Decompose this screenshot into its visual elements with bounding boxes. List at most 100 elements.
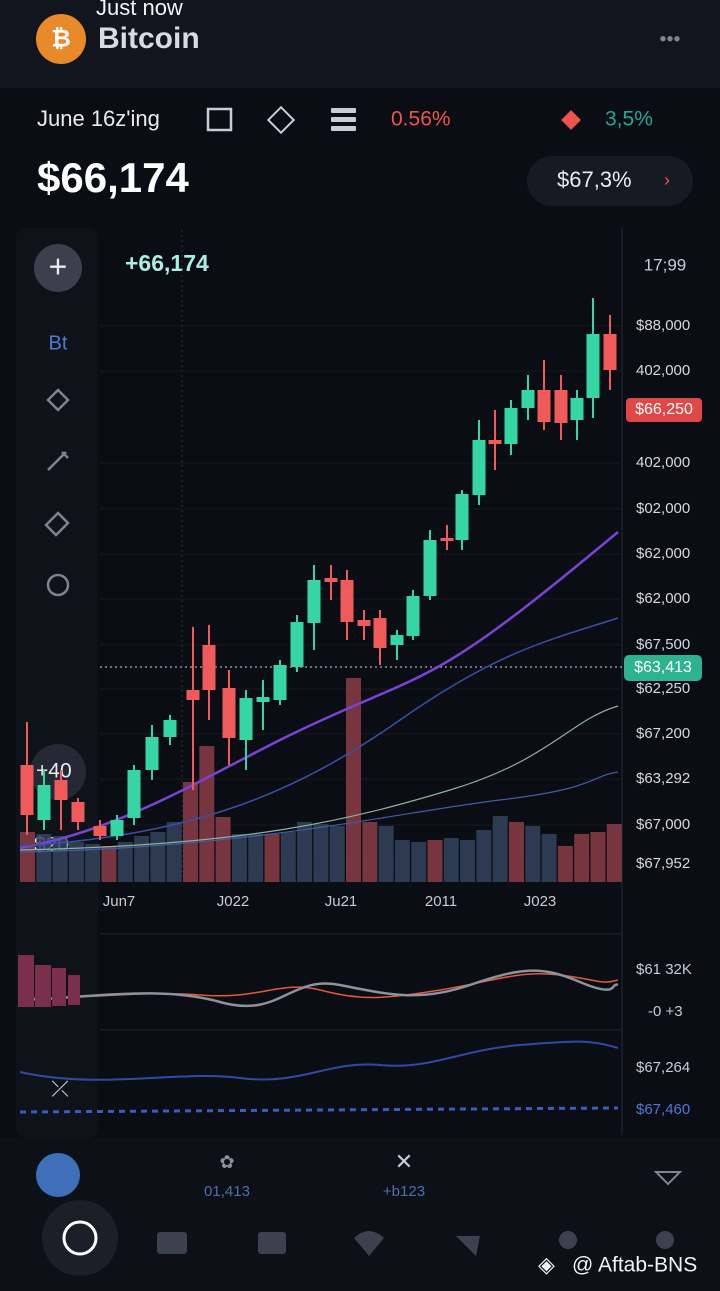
volume-bar — [36, 834, 52, 882]
volume-bar — [117, 842, 133, 882]
volume-bar — [231, 834, 247, 882]
candle-body — [93, 826, 107, 836]
line-price-tag — [624, 655, 702, 681]
draw-tool[interactable]: ⤫ — [51, 1076, 69, 1101]
bitcoin-symbol: ₿ — [51, 25, 71, 52]
volume-bar — [150, 832, 166, 882]
candle-body — [54, 780, 68, 800]
price-axis-label: 402,000 — [636, 454, 690, 471]
candle-body — [307, 580, 321, 623]
toolbar-icon[interactable] — [331, 108, 356, 131]
candle-body — [373, 618, 387, 648]
histogram-bar — [35, 965, 51, 1007]
volume-bar — [297, 822, 313, 882]
price-axis-label: $67,500 — [636, 636, 690, 653]
volume-bar — [329, 826, 345, 882]
price-axis-label: $62,000 — [636, 545, 690, 562]
indicator-line — [19, 1040, 619, 1081]
volume-bar — [427, 840, 443, 882]
header-bar — [0, 0, 720, 88]
emoji-button[interactable] — [42, 1200, 118, 1276]
current-price-text: $66,250 — [635, 401, 693, 418]
candle-body — [390, 635, 404, 645]
watermark: ◈ — [538, 1252, 555, 1277]
time-axis-label: 2011 — [425, 893, 457, 910]
volume-bar — [476, 830, 492, 882]
time-axis-label: J022 — [217, 893, 250, 910]
indicator-label: $61 32K — [636, 961, 692, 978]
candle-body — [71, 802, 85, 822]
chart-top-label: +66,174 — [125, 250, 209, 276]
price-axis-label: $67,200 — [636, 725, 690, 742]
volume-bar — [101, 846, 117, 882]
candle-body — [186, 690, 200, 700]
nav-icons[interactable] — [157, 1231, 674, 1256]
candle-body — [290, 622, 304, 667]
stat-icon: ✕ — [395, 1149, 413, 1174]
chart: + Bt +66,174 17;99 +40 $20 $66,250 $63,4… — [16, 228, 702, 1138]
status-time: Just now — [96, 0, 183, 20]
volume-bar — [215, 817, 231, 882]
price-axis-label: $62,000 — [636, 590, 690, 607]
histogram-bar — [52, 968, 66, 1006]
add-button[interactable] — [34, 244, 82, 292]
time-axis-label: Ju21 — [325, 893, 358, 910]
candle-body — [127, 770, 141, 818]
indicator-label: $67,460 — [636, 1101, 690, 1118]
price-axis-label: $62,250 — [636, 680, 690, 697]
volume-bar — [411, 842, 427, 882]
volume-bar — [460, 840, 476, 882]
candle-body — [440, 538, 454, 541]
menu-button[interactable]: ••• — [659, 28, 680, 50]
candle-body — [570, 398, 584, 420]
volume-bar — [68, 842, 84, 882]
candle-body — [455, 494, 469, 540]
volume-bar — [509, 822, 524, 882]
histogram-bar — [68, 975, 80, 1005]
volume-bar — [85, 844, 101, 882]
avatar[interactable] — [36, 1153, 80, 1197]
side-toolbar — [16, 228, 98, 1138]
candle-body — [488, 440, 502, 444]
volume-bar — [346, 678, 361, 882]
emoji-icon — [62, 1220, 98, 1256]
candle-body — [472, 440, 486, 495]
candle-body — [586, 334, 600, 398]
side-tools[interactable] — [44, 388, 70, 597]
price-axis-label: $88,000 — [636, 317, 690, 334]
change-down: 0.56% — [391, 108, 451, 131]
candle-body — [423, 540, 437, 596]
volume-bar — [166, 822, 182, 882]
histogram-bar — [18, 955, 34, 1007]
indicator-line — [19, 531, 619, 850]
candle-body — [324, 578, 338, 582]
indicator-label: $67,264 — [636, 1059, 690, 1076]
volume-bar — [313, 824, 329, 882]
bitcoin-logo — [36, 14, 86, 64]
candle-body — [163, 720, 177, 737]
change-up: 3,5% — [605, 108, 653, 131]
indicator-label: -0 +3 — [648, 1003, 683, 1020]
candle-body — [504, 408, 518, 444]
volume-bar — [183, 782, 198, 882]
volume-bar — [134, 836, 150, 882]
indicator-line — [19, 705, 619, 851]
price-axis-label: 402,000 — [636, 362, 690, 379]
price-badge[interactable] — [527, 156, 693, 206]
time-axis-label: J023 — [524, 893, 557, 910]
toolbar-icon[interactable] — [206, 107, 233, 132]
indicator-line — [19, 617, 619, 847]
toolbar-icon[interactable] — [266, 105, 296, 135]
volume-bar — [606, 824, 622, 882]
side-label: Bt — [49, 332, 68, 354]
candle-body — [239, 698, 253, 740]
candle-body — [145, 737, 159, 770]
bottom-panel — [0, 1138, 720, 1291]
candle-body — [340, 580, 354, 622]
collapse-button[interactable] — [653, 1171, 683, 1186]
candle-body — [222, 688, 236, 738]
candle-body — [521, 390, 535, 408]
candle-body — [554, 390, 568, 423]
candle-body — [202, 645, 216, 690]
time-axis-label: Jun7 — [103, 893, 136, 910]
